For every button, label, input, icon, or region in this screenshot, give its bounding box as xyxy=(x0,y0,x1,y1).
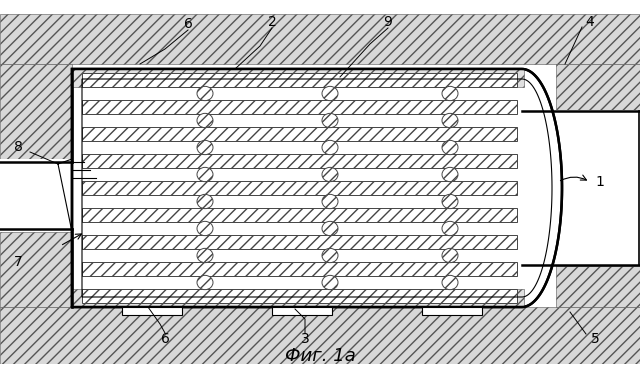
Text: 6: 6 xyxy=(184,17,193,31)
Ellipse shape xyxy=(442,194,458,209)
Bar xyxy=(82,181,517,195)
Ellipse shape xyxy=(442,222,458,235)
Bar xyxy=(82,262,517,276)
Bar xyxy=(82,154,517,168)
Ellipse shape xyxy=(322,194,338,209)
Bar xyxy=(82,235,517,249)
Polygon shape xyxy=(72,69,562,307)
Bar xyxy=(82,208,517,222)
Bar xyxy=(82,100,517,114)
Bar xyxy=(556,64,640,110)
Bar xyxy=(422,307,482,315)
Bar xyxy=(272,307,332,315)
Ellipse shape xyxy=(322,86,338,101)
Ellipse shape xyxy=(442,86,458,101)
Text: 3: 3 xyxy=(301,332,309,346)
Bar xyxy=(122,307,182,315)
Text: 1: 1 xyxy=(596,175,604,189)
Text: 2: 2 xyxy=(268,15,276,29)
Text: 7: 7 xyxy=(13,255,22,269)
Ellipse shape xyxy=(322,248,338,263)
Bar xyxy=(0,232,72,307)
Ellipse shape xyxy=(322,140,338,155)
Ellipse shape xyxy=(197,86,213,101)
Bar xyxy=(72,69,524,87)
Ellipse shape xyxy=(442,140,458,155)
Text: 5: 5 xyxy=(591,332,600,346)
Ellipse shape xyxy=(197,167,213,182)
Ellipse shape xyxy=(322,222,338,235)
Bar xyxy=(0,14,640,64)
Ellipse shape xyxy=(322,275,338,290)
Text: 9: 9 xyxy=(383,15,392,29)
Text: 8: 8 xyxy=(13,140,22,154)
Ellipse shape xyxy=(197,113,213,128)
Bar xyxy=(556,266,640,307)
Bar xyxy=(82,73,517,87)
Text: Фиг. 1а: Фиг. 1а xyxy=(285,347,355,365)
Ellipse shape xyxy=(197,275,213,290)
Bar xyxy=(72,289,524,307)
Text: 4: 4 xyxy=(586,15,595,29)
Ellipse shape xyxy=(442,275,458,290)
Bar xyxy=(556,110,640,266)
Bar xyxy=(82,127,517,141)
Ellipse shape xyxy=(442,167,458,182)
Bar xyxy=(0,307,640,364)
Ellipse shape xyxy=(322,113,338,128)
Bar xyxy=(0,159,72,232)
Ellipse shape xyxy=(197,140,213,155)
Ellipse shape xyxy=(197,222,213,235)
Ellipse shape xyxy=(197,194,213,209)
Ellipse shape xyxy=(197,248,213,263)
Bar xyxy=(0,64,72,159)
Ellipse shape xyxy=(442,248,458,263)
Ellipse shape xyxy=(442,113,458,128)
Text: 6: 6 xyxy=(161,332,170,346)
Bar xyxy=(82,289,517,303)
Ellipse shape xyxy=(322,167,338,182)
